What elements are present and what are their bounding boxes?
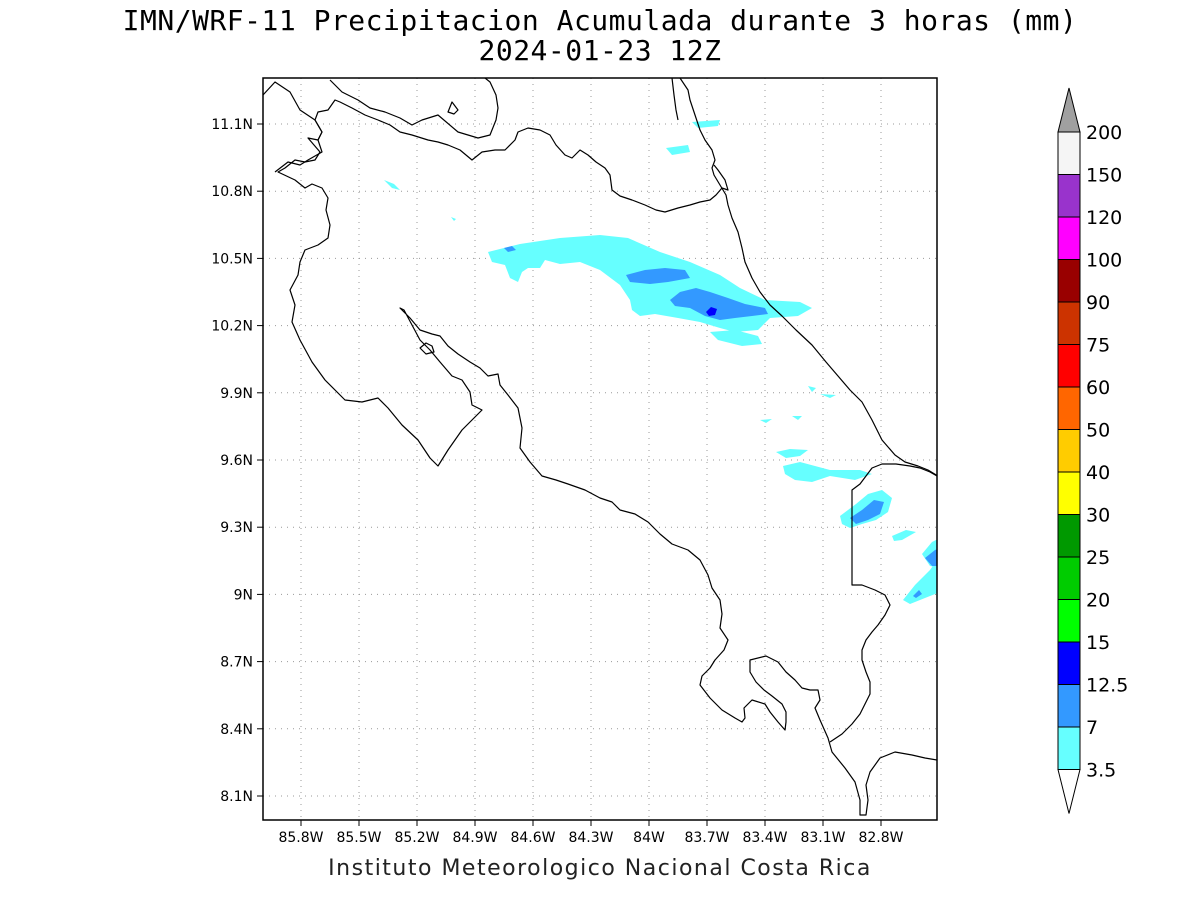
precip-blob-c <box>692 120 720 128</box>
precip-blob-o <box>903 560 937 604</box>
lat-label: 9N <box>234 587 253 603</box>
legend-swatch <box>1057 556 1081 600</box>
legend-swatch <box>1057 259 1081 303</box>
legend-top-arrow <box>1057 87 1081 133</box>
precip-blob-n <box>892 530 916 541</box>
border-costa-rica-nicaragua <box>274 99 729 213</box>
precip-heavy-areas <box>706 307 717 316</box>
legend-swatch <box>1057 684 1081 728</box>
lon-label: 84.3W <box>568 830 613 846</box>
latitude-labels: 11.1N 10.8N 10.5N 10.2N 9.9N 9.6N 9.3N 9N 8.7N 8.… <box>211 117 253 805</box>
legend-swatch <box>1057 131 1081 175</box>
legend-level-label: 30 <box>1086 505 1110 527</box>
legend-level-label: 60 <box>1086 377 1110 399</box>
island-chira <box>419 342 435 355</box>
lon-label: 85.2W <box>394 830 439 846</box>
precip-blob-h <box>820 394 836 398</box>
precip-blob-l <box>783 462 872 482</box>
lon-label: 84.9W <box>452 830 497 846</box>
lat-label: 10.2N <box>211 319 253 335</box>
lat-label: 9.6N <box>220 453 253 469</box>
legend-level-label: 120 <box>1086 207 1122 229</box>
lon-label: 85.5W <box>336 830 381 846</box>
precip-blob-i <box>760 419 772 423</box>
precip-mod-b <box>670 288 768 320</box>
precip-moderate-areas <box>504 246 937 598</box>
precip-mod-c <box>504 246 516 252</box>
precip-blob-f <box>451 217 456 221</box>
lon-label: 84.6W <box>510 830 555 846</box>
lat-label: 8.4N <box>220 722 253 738</box>
precip-heavy-core <box>706 307 717 316</box>
coastline-pacific-north <box>263 81 937 816</box>
legend-level-label: 3.5 <box>1086 760 1116 782</box>
precip-mod-d <box>850 500 884 524</box>
lon-label: 83.1W <box>800 830 845 846</box>
gridlines <box>263 78 937 820</box>
precip-blob-e <box>384 180 400 190</box>
legend-swatch <box>1057 386 1081 430</box>
map-subtitle: 2024-01-23 12Z <box>478 34 722 67</box>
legend-level-label: 12.5 <box>1086 675 1128 697</box>
lat-label: 9.3N <box>220 520 253 536</box>
lon-label: 83.7W <box>684 830 729 846</box>
legend-swatch <box>1057 726 1081 770</box>
institution-credit: Instituto Meteorologico Nacional Costa R… <box>328 856 872 881</box>
legend-swatch <box>1057 514 1081 558</box>
legend-swatch <box>1057 641 1081 685</box>
precip-color-legend: 200 150 120 100 90 75 60 50 40 30 25 20 15 12.5 7 3.5 <box>1057 87 1128 814</box>
lat-label: 8.7N <box>220 655 253 671</box>
legend-level-label: 90 <box>1086 292 1110 314</box>
longitude-labels: 85.8W 85.5W 85.2W 84.9W 84.6W 84.3W 84W 83.7W 83… <box>278 830 903 846</box>
precip-light-areas <box>384 120 937 604</box>
lat-label: 8.1N <box>220 789 253 805</box>
island-lake <box>447 101 459 115</box>
legend-level-label: 15 <box>1086 632 1110 654</box>
legend-level-label: 25 <box>1086 547 1110 569</box>
border-costa-rica-panama <box>829 463 937 743</box>
legend-swatch <box>1057 471 1081 515</box>
legend-level-label: 75 <box>1086 335 1110 357</box>
precip-blob-b <box>710 330 762 346</box>
lat-label: 10.5N <box>211 251 253 267</box>
lat-label: 10.8N <box>211 184 253 200</box>
lat-label: 9.9N <box>220 386 253 402</box>
lon-label: 85.8W <box>278 830 323 846</box>
map-frame <box>262 77 938 821</box>
map-title: IMN/WRF-11 Precipitacion Acumulada duran… <box>122 4 1078 37</box>
precip-mod-a <box>626 268 690 284</box>
coastline-borders <box>263 78 937 816</box>
legend-swatch <box>1057 344 1081 388</box>
legend-level-label: 7 <box>1086 717 1098 739</box>
coastline-caribbean <box>679 78 937 477</box>
coastline-nicaragua-east <box>671 78 679 121</box>
legend-swatch <box>1057 216 1081 260</box>
precip-blob-d <box>666 145 690 155</box>
coastline-nicaragua-lake <box>329 78 499 139</box>
legend-level-label: 20 <box>1086 590 1110 612</box>
legend-swatch <box>1057 429 1081 473</box>
legend-swatch <box>1057 599 1081 643</box>
legend-swatch <box>1057 301 1081 345</box>
legend-level-label: 200 <box>1086 122 1122 144</box>
precip-blob-g <box>808 386 816 392</box>
precip-mod-f <box>913 590 922 598</box>
lon-label: 83.4W <box>742 830 787 846</box>
legend-level-label: 100 <box>1086 250 1122 272</box>
axis-ticks <box>257 123 882 826</box>
precip-blob-k <box>776 449 808 458</box>
lat-label: 11.1N <box>211 117 253 133</box>
precip-blob-j <box>792 416 802 420</box>
legend-level-label: 40 <box>1086 462 1110 484</box>
legend-level-label: 50 <box>1086 420 1110 442</box>
legend-bottom-arrow <box>1057 769 1081 814</box>
legend-swatch <box>1057 174 1081 218</box>
legend-level-label: 150 <box>1086 165 1122 187</box>
lon-label: 82.8W <box>858 830 903 846</box>
lon-label: 84W <box>633 830 665 846</box>
precip-mod-e <box>925 549 937 566</box>
